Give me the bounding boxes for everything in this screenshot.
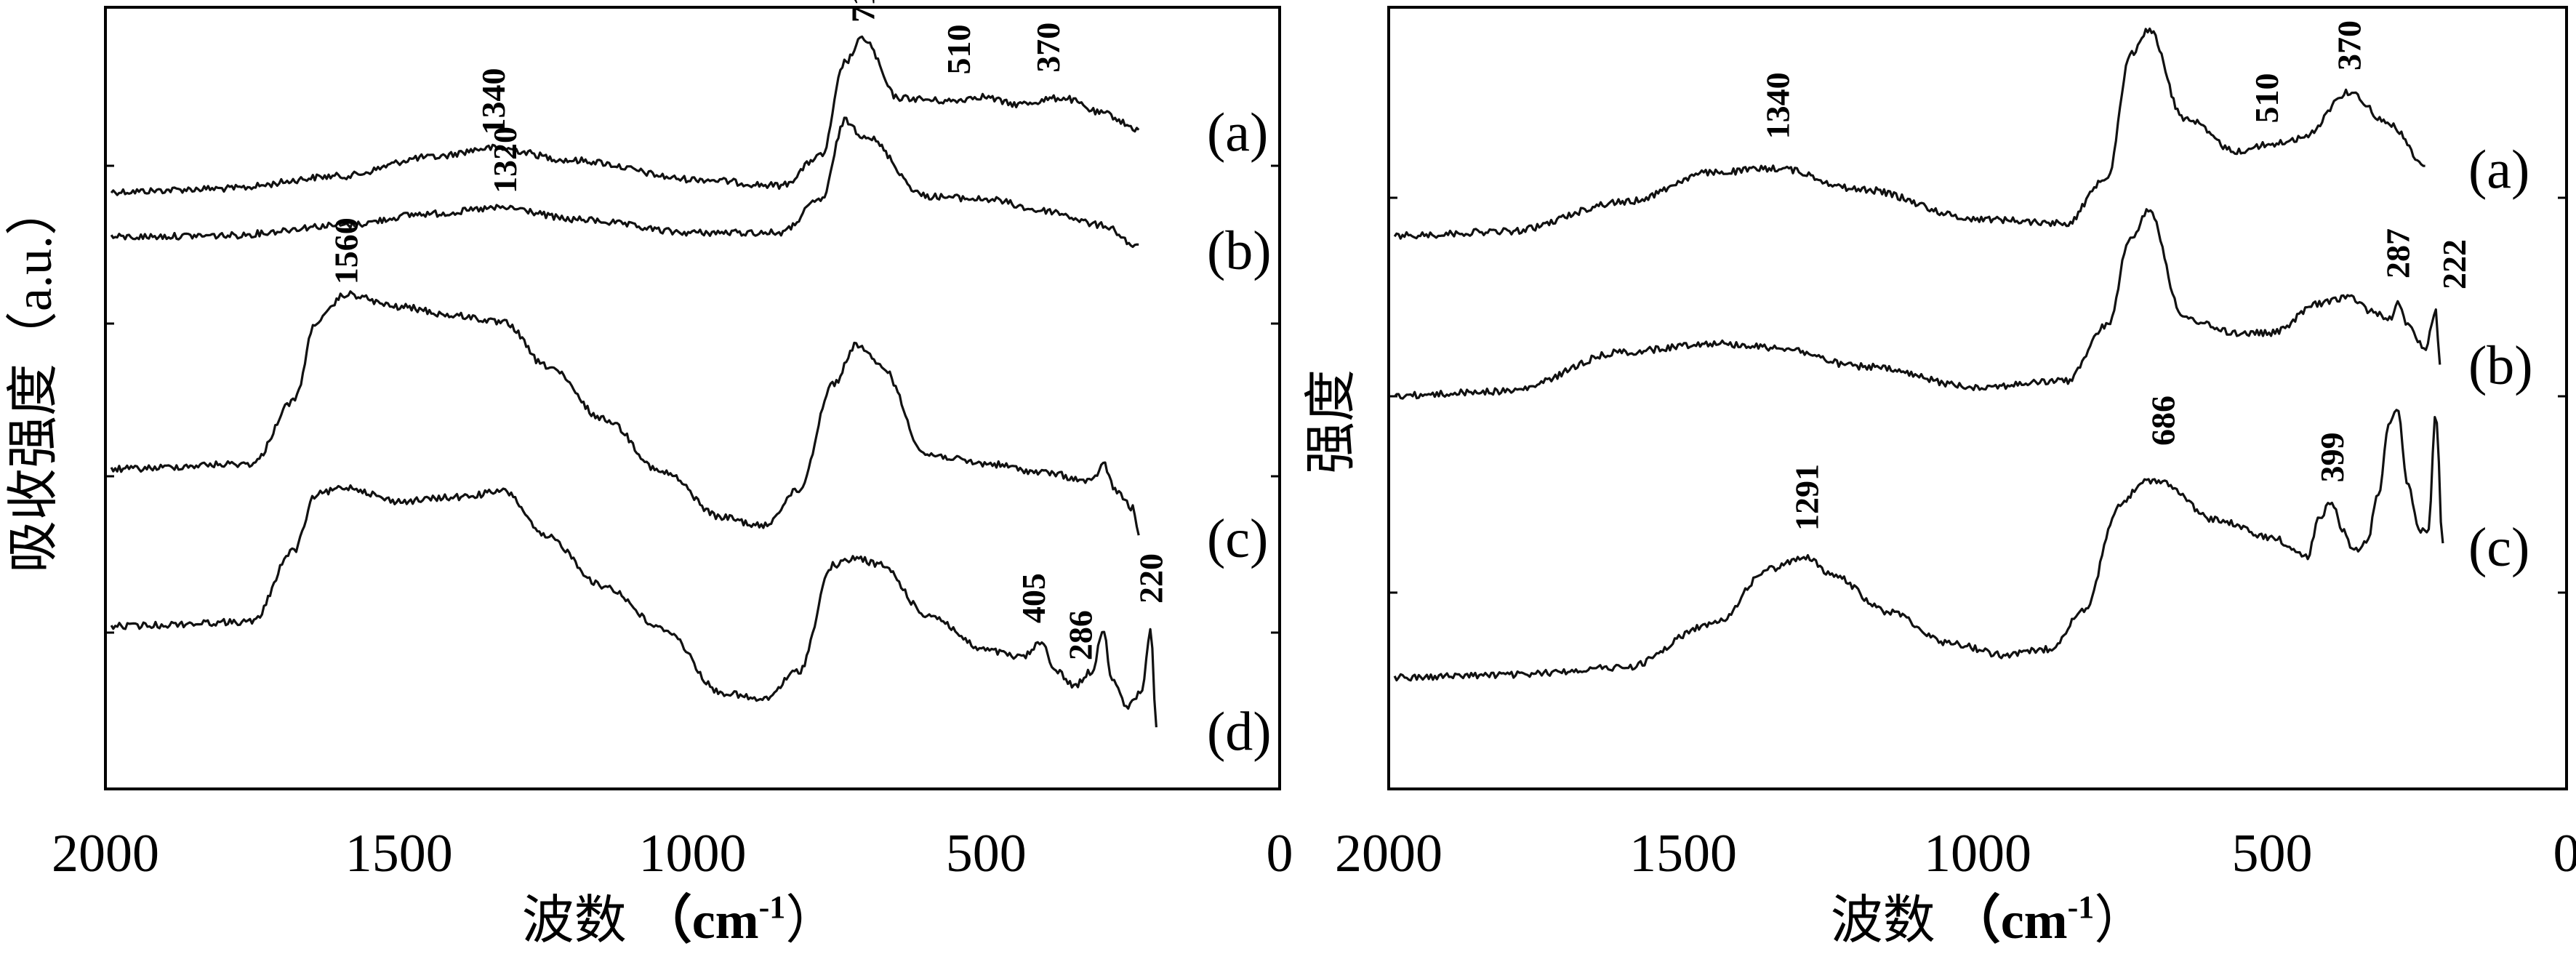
peak-label: 1320	[486, 127, 523, 193]
x-tick-label: 2000	[52, 824, 159, 883]
peak-label: 370	[2330, 20, 2367, 71]
y-axis-label: 吸收强度（a.u.）	[4, 183, 63, 573]
peak-label: 710	[845, 0, 882, 23]
x-tick-label: 1000	[1924, 824, 2031, 883]
spectrum-trace	[111, 118, 1139, 247]
x-tick-label: 0	[2553, 824, 2576, 883]
x-tick-label: 1500	[1629, 824, 1737, 883]
spectrum-trace	[111, 486, 1156, 728]
x-tick-label: 500	[946, 824, 1027, 883]
series-label: (a)	[1207, 103, 1268, 164]
series-label: (d)	[1207, 702, 1272, 763]
peak-label: 1340	[475, 68, 512, 135]
peak-label: 1291	[1788, 464, 1825, 531]
x-tick-label: 1500	[345, 824, 453, 883]
peak-label: 370	[1030, 23, 1067, 73]
peak-label: 399	[2314, 433, 2351, 483]
x-tick-label: 0	[1267, 824, 1293, 883]
peak-label: 287	[2380, 228, 2417, 278]
x-tick-label: 500	[2232, 824, 2313, 883]
spectrum-trace	[111, 292, 1139, 535]
peak-label: 286	[1062, 610, 1099, 660]
x-axis-label: 波数 （cm-1）	[1831, 889, 2147, 950]
peak-label: 405	[1015, 573, 1052, 623]
spectrum-trace	[1395, 209, 2440, 398]
peak-label: 220	[1132, 553, 1169, 604]
y-axis-label: 强度	[1302, 369, 1360, 474]
series-label: (c)	[2468, 517, 2529, 578]
x-tick-label: 2000	[1335, 824, 1443, 883]
series-label: (b)	[1207, 220, 1272, 281]
left-spectra-panel: 2000 1500 1000 500 0 波数 （cm-1） 吸收强度（a.u.） (a) (b…	[4, 0, 1293, 950]
peak-label: 686	[2144, 396, 2181, 446]
x-tick-label: 1000	[639, 824, 747, 883]
right-spectra-panel: 2000 1500 1000 500 0 波数 （cm-1） 强度 (a) (b) (c) 1340…	[1302, 0, 2576, 950]
plot-frame	[105, 7, 1280, 789]
peak-label: 510	[2248, 73, 2285, 124]
spectrum-trace	[1395, 410, 2443, 681]
spectrum-trace	[1395, 28, 2425, 239]
peak-label: 510	[940, 25, 977, 75]
series-label: (a)	[2468, 140, 2529, 201]
series-label: (b)	[2468, 335, 2533, 396]
series-label: (c)	[1207, 508, 1268, 569]
peak-label: 222	[2436, 239, 2473, 289]
spectrum-trace	[111, 36, 1139, 195]
peak-label: 1340	[1760, 72, 1797, 139]
peak-label: 1560	[327, 217, 364, 284]
x-axis-label: 波数 （cm-1）	[522, 889, 838, 950]
